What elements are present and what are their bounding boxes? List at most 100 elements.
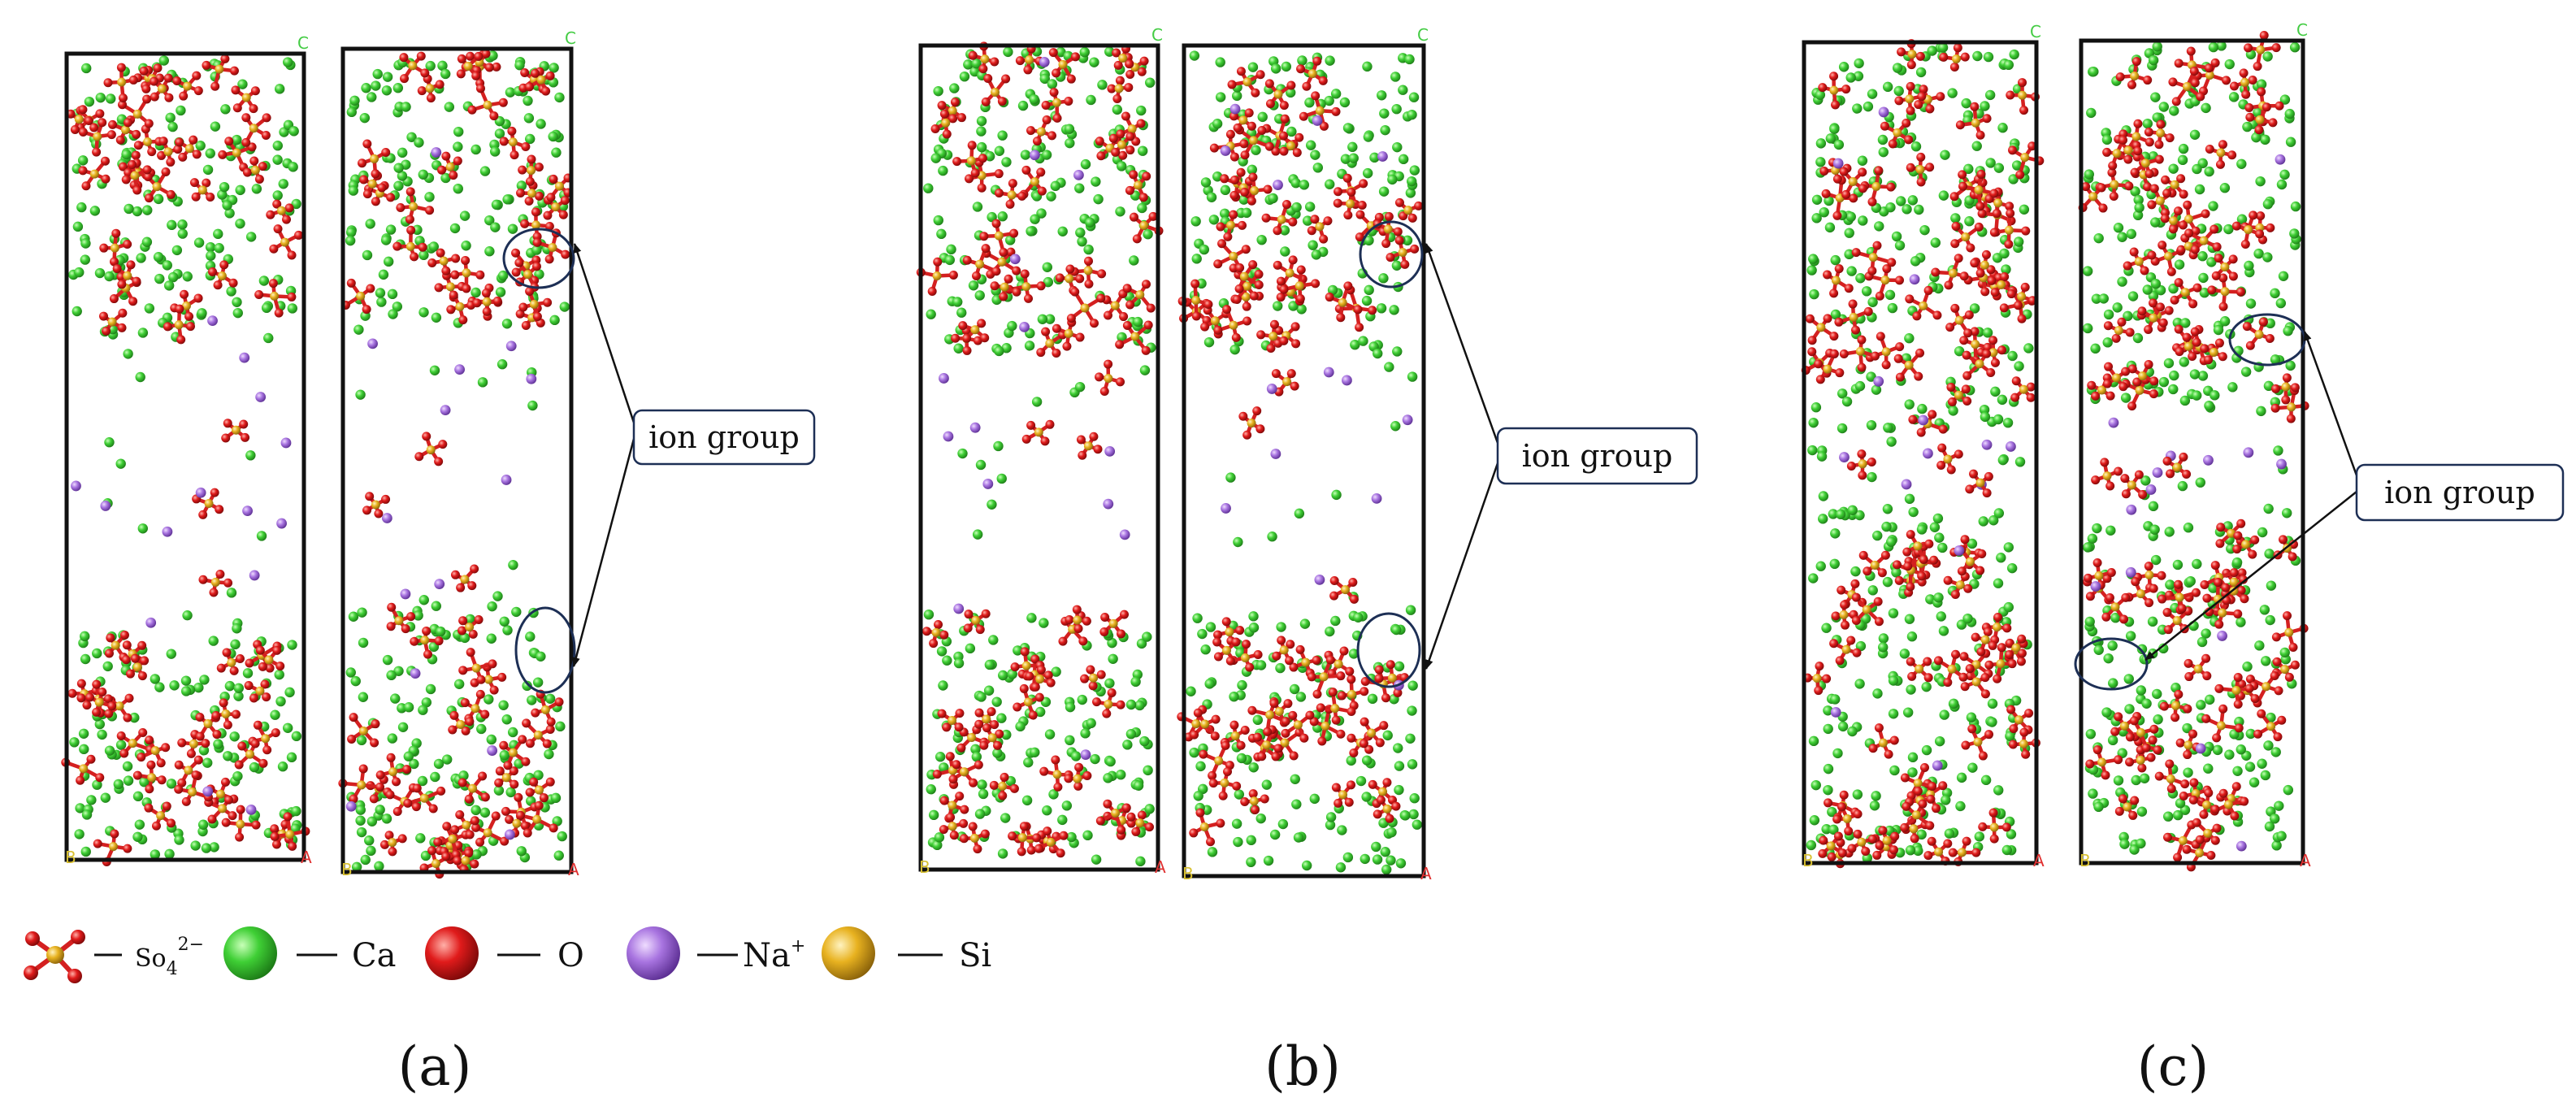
calcium-atom [385,224,397,235]
calcium-atom [1361,755,1373,766]
calcium-atom [1007,669,1017,679]
calcium-atom [2093,644,2104,655]
calcium-atom [1234,789,1245,800]
calcium-atom [2224,59,2235,70]
calcium-atom [2123,674,2134,684]
calcium-atom [348,185,359,196]
calcium-atom [1293,832,1304,843]
calcium-atom [1015,721,1026,732]
calcium-atom [471,849,482,860]
calcium-atom [2103,309,2114,320]
calcium-atom [923,183,934,193]
sodium-atom [2005,441,2016,452]
calcium-atom [2263,503,2274,514]
sulfate-ion [2124,577,2158,608]
sodium-atom [71,480,81,492]
calcium-atom [122,761,133,772]
calcium-atom [1290,774,1300,784]
calcium-atom [1248,762,1259,773]
sulfate-ion [2158,579,2201,614]
calcium-atom [115,740,127,750]
calcium-atom [424,192,435,202]
calcium-atom [1340,154,1351,164]
calcium-atom [2127,291,2139,302]
sodium-atom [1103,498,1114,510]
calcium-atom [77,155,89,166]
calcium-atom [1867,471,1877,483]
calcium-atom [162,260,172,271]
calcium-atom [477,377,488,388]
calcium-atom [2189,369,2201,380]
calcium-atom [1916,524,1928,535]
calcium-atom [1330,615,1341,627]
calcium-atom [949,83,960,93]
calcium-atom [1929,522,1941,532]
calcium-atom [2262,252,2273,262]
sulfate-ion [1008,822,1042,857]
sodium-atom [1080,749,1091,761]
sulfate-ion [1095,359,1125,397]
sodium-atom [1954,545,1965,556]
calcium-atom [1331,489,1342,501]
calcium-atom [226,286,236,297]
sodium-atom [2145,484,2157,495]
sulfate-ion [1189,808,1225,847]
calcium-atom [1889,765,1900,776]
pointer-arrow [573,243,635,423]
calcium-atom [984,659,995,670]
calcium-atom [1115,206,1125,217]
calcium-atom [976,115,987,127]
sulfate-ion [1115,320,1153,355]
calcium-atom [242,668,254,679]
sulfate-ion [2159,689,2192,722]
calcium-atom [548,131,558,142]
sulfate-ion [1240,172,1273,206]
sulfate-ion [1261,200,1298,236]
calcium-atom [1808,735,1819,747]
calcium-atom [2256,406,2266,417]
calcium-atom [2126,228,2137,240]
sulfate-ion [1931,254,1969,290]
calcium-atom [95,92,106,103]
calcium-atom [417,775,428,787]
calcium-atom [1327,284,1338,296]
calcium-atom [484,246,495,257]
calcium-atom [486,734,497,745]
sulfate-ion [2192,58,2231,96]
calcium-atom [1270,63,1281,74]
calcium-atom [2014,361,2024,371]
calcium-atom [2014,457,2026,467]
calcium-atom [1017,100,1029,111]
calcium-atom [406,132,417,142]
ion-group-highlight [502,228,575,289]
calcium-atom [2236,744,2246,755]
sulfate-ion [916,257,958,297]
calcium-atom [1380,847,1390,857]
sulfate-ion [1821,176,1858,220]
ion-group-label-box [1496,427,1698,485]
calcium-atom [1048,789,1059,800]
sulfate-ion [1989,209,2031,249]
calcium-atom [930,153,941,163]
calcium-atom [1358,336,1368,346]
calcium-atom [2206,257,2217,267]
calcium-atom [123,775,134,786]
calcium-atom [97,729,107,740]
calcium-atom [1954,345,1965,357]
calcium-atom [1133,316,1143,328]
calcium-atom [381,813,392,824]
calcium-atom [1811,779,1821,791]
calcium-atom [355,389,366,400]
sodium-atom [2090,581,2101,592]
calcium-atom [1884,289,1896,301]
calcium-atom [1905,845,1916,856]
calcium-atom [81,809,93,820]
calcium-atom [249,761,260,773]
calcium-atom [1189,50,1200,61]
calcium-atom [1871,384,1882,395]
calcium-atom [1809,815,1820,826]
calcium-atom [1219,208,1230,219]
calcium-atom [2001,844,2013,856]
calcium-atom [1407,109,1417,120]
calcium-atom [1398,85,1408,95]
